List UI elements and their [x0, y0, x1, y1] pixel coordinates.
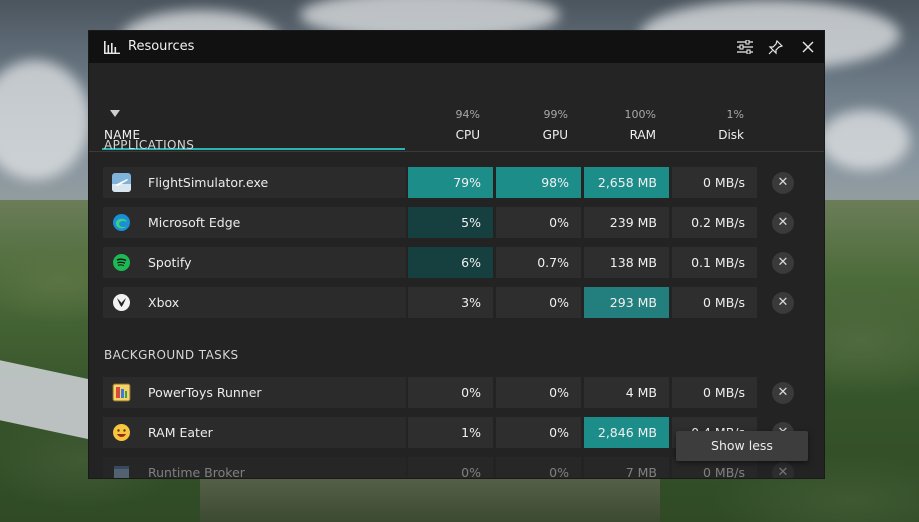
ram-usage: 293 MB — [584, 287, 669, 318]
end-process-button[interactable]: ✕ — [772, 212, 794, 234]
process-name: Microsoft Edge — [148, 215, 241, 230]
process-name-cell: FlightSimulator.exe — [103, 167, 406, 198]
title-bar[interactable]: Resources — [89, 31, 824, 63]
header-divider — [89, 151, 824, 152]
process-name: PowerToys Runner — [148, 385, 262, 400]
process-row[interactable]: RAM Eater 1% 0% 2,846 MB 0.4 MB/s ✕ — [103, 417, 807, 448]
process-row[interactable]: Spotify 6% 0.7% 138 MB 0.1 MB/s ✕ — [103, 247, 807, 278]
column-header: NAME 94% CPU 99% GPU 100% RAM 1% Disk — [89, 63, 824, 152]
smiley-icon — [113, 424, 130, 441]
edge-icon — [113, 214, 130, 231]
disk-column-header[interactable]: Disk — [718, 128, 744, 142]
process-row[interactable]: Xbox 3% 0% 293 MB 0 MB/s ✕ — [103, 287, 807, 318]
ram-usage: 7 MB — [584, 457, 669, 478]
background-tasks-section-title: BACKGROUND TASKS — [104, 348, 239, 362]
gpu-usage: 0% — [496, 457, 581, 478]
disk-usage: 0 MB/s — [672, 457, 757, 478]
process-row[interactable]: Runtime Broker 0% 0% 7 MB 0 MB/s ✕ — [103, 457, 807, 478]
ram-usage: 239 MB — [584, 207, 669, 238]
cloud — [0, 60, 90, 180]
gpu-usage: 0% — [496, 417, 581, 448]
cpu-usage: 5% — [408, 207, 493, 238]
applications-section-title: APPLICATIONS — [104, 138, 195, 152]
process-row[interactable]: PowerToys Runner 0% 0% 4 MB 0 MB/s ✕ — [103, 377, 807, 408]
xbox-icon — [113, 294, 130, 311]
cpu-usage: 6% — [408, 247, 493, 278]
process-name-cell: Runtime Broker — [103, 457, 406, 478]
ram-column-header[interactable]: RAM — [629, 128, 656, 142]
widget-title: Resources — [128, 39, 195, 54]
name-column-header[interactable]: NAME — [104, 128, 141, 142]
end-process-button[interactable]: ✕ — [772, 252, 794, 274]
sliders-icon — [737, 40, 753, 54]
flight-simulator-icon — [112, 173, 131, 192]
resources-bar-chart-icon — [104, 41, 120, 54]
sort-indicator — [102, 148, 405, 150]
close-widget-button[interactable] — [797, 37, 819, 57]
end-process-button[interactable]: ✕ — [772, 462, 794, 478]
cpu-column-header[interactable]: CPU — [455, 128, 480, 142]
gpu-usage: 0% — [496, 207, 581, 238]
disk-total-percent: 1% — [726, 108, 744, 121]
end-process-button[interactable]: ✕ — [772, 292, 794, 314]
cpu-usage: 0% — [408, 377, 493, 408]
ram-usage: 2,846 MB — [584, 417, 669, 448]
gpu-total-percent: 99% — [543, 108, 568, 121]
process-name-cell: RAM Eater — [103, 417, 406, 448]
cpu-usage: 3% — [408, 287, 493, 318]
show-less-button[interactable]: Show less — [676, 431, 808, 461]
cpu-usage: 79% — [408, 167, 493, 198]
gpu-usage: 0% — [496, 287, 581, 318]
disk-usage: 0.2 MB/s — [672, 207, 757, 238]
sort-arrow-icon[interactable] — [110, 110, 120, 117]
end-process-button[interactable]: ✕ — [772, 172, 794, 194]
cpu-total-percent: 94% — [455, 108, 480, 121]
powertoys-icon — [112, 383, 131, 402]
process-row[interactable]: Microsoft Edge 5% 0% 239 MB 0.2 MB/s ✕ — [103, 207, 807, 238]
process-name-cell: Xbox — [103, 287, 406, 318]
gpu-usage: 0% — [496, 377, 581, 408]
process-name: Spotify — [148, 255, 192, 270]
process-name-cell: PowerToys Runner — [103, 377, 406, 408]
disk-usage: 0.1 MB/s — [672, 247, 757, 278]
settings-sliders-button[interactable] — [734, 37, 756, 57]
process-name: Runtime Broker — [148, 465, 245, 478]
ram-usage: 138 MB — [584, 247, 669, 278]
pin-icon — [768, 39, 783, 54]
cpu-usage: 1% — [408, 417, 493, 448]
gpu-usage: 98% — [496, 167, 581, 198]
disk-usage: 0 MB/s — [672, 287, 757, 318]
cpu-usage: 0% — [408, 457, 493, 478]
process-name: RAM Eater — [148, 425, 213, 440]
cloud — [820, 110, 910, 170]
process-name-cell: Spotify — [103, 247, 406, 278]
resources-widget: Resources NAME — [89, 31, 824, 478]
ram-usage: 2,658 MB — [584, 167, 669, 198]
disk-usage: 0 MB/s — [672, 377, 757, 408]
process-name-cell: Microsoft Edge — [103, 207, 406, 238]
end-process-button[interactable]: ✕ — [772, 382, 794, 404]
process-name: Xbox — [148, 295, 180, 310]
process-name: FlightSimulator.exe — [148, 175, 269, 190]
disk-usage: 0 MB/s — [672, 167, 757, 198]
ram-usage: 4 MB — [584, 377, 669, 408]
spotify-icon — [113, 254, 130, 271]
ram-total-percent: 100% — [624, 108, 656, 121]
terrain-strip — [200, 478, 660, 522]
close-icon — [802, 41, 814, 53]
gpu-column-header[interactable]: GPU — [542, 128, 568, 142]
gpu-usage: 0.7% — [496, 247, 581, 278]
pin-button[interactable] — [764, 37, 786, 57]
runtime-broker-icon — [114, 466, 129, 478]
process-row[interactable]: FlightSimulator.exe 79% 98% 2,658 MB 0 M… — [103, 167, 807, 198]
